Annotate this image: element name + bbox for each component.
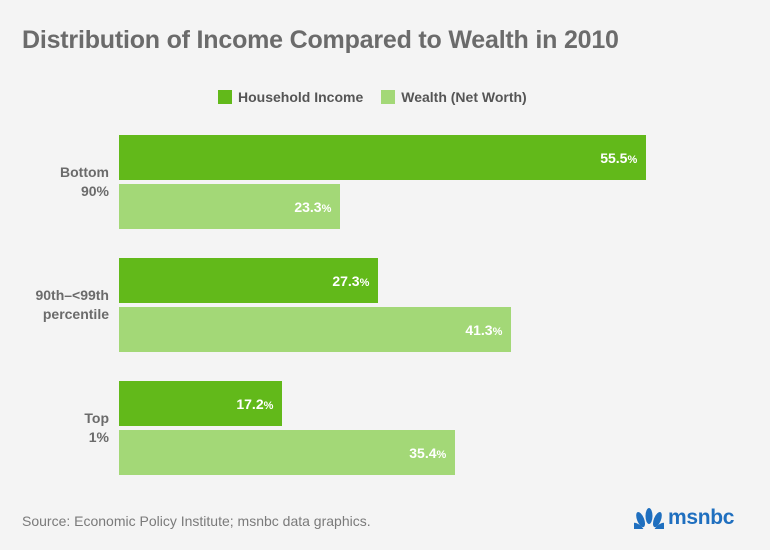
msnbc-logo: msnbc — [634, 506, 734, 530]
peacock-icon — [634, 508, 664, 529]
category-label-line: 90th–<99th — [35, 287, 109, 303]
legend-item-wealth: Wealth (Net Worth) — [381, 89, 527, 105]
category-label-line: percentile — [42, 306, 109, 322]
source-note: Source: Economic Policy Institute; msnbc… — [22, 513, 371, 529]
data-label: 17.2% — [236, 395, 274, 412]
data-label: 27.3% — [332, 272, 370, 289]
legend-swatch-wealth — [381, 90, 396, 104]
legend-label-wealth: Wealth (Net Worth) — [401, 89, 527, 105]
data-label: 41.3% — [465, 321, 503, 338]
legend-swatch-household-income — [218, 90, 232, 104]
bar-household-income: 27.3% — [119, 258, 379, 303]
data-label: 35.4% — [409, 444, 447, 461]
bar-household-income: 17.2% — [119, 381, 283, 426]
category-label-line: 90% — [80, 183, 109, 199]
data-label: 23.3% — [294, 198, 332, 215]
legend-label-household-income: Household Income — [238, 89, 364, 105]
legend: Household Income Wealth (Net Worth) — [218, 88, 545, 106]
category-label-line: Bottom — [60, 164, 109, 180]
data-label: 55.5% — [600, 149, 638, 166]
category-label: 90th–<99th percentile — [0, 286, 109, 324]
category-label: Top 1% — [0, 409, 109, 447]
category-label-line: 1% — [88, 429, 109, 445]
chart-title: Distribution of Income Compared to Wealt… — [22, 26, 619, 54]
bar-household-income: 55.5% — [119, 135, 647, 180]
bar-wealth: 41.3% — [119, 307, 512, 352]
bar-wealth: 35.4% — [119, 430, 456, 475]
logo-text: msnbc — [668, 506, 735, 529]
category-label: Bottom 90% — [0, 163, 109, 201]
legend-item-household-income: Household Income — [218, 89, 363, 105]
bar-wealth: 23.3% — [119, 184, 341, 229]
category-label-line: Top — [84, 410, 109, 426]
